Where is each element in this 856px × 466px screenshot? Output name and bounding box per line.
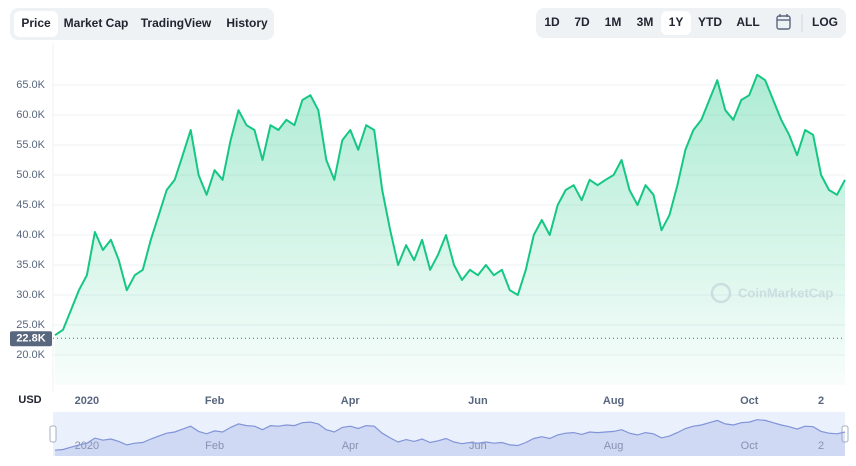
tab[interactable]: History: [226, 16, 268, 30]
range-button[interactable]: YTD: [698, 15, 722, 29]
y-tick-label: 50.0K: [16, 169, 45, 181]
y-tick-label: 45.0K: [16, 199, 45, 211]
watermark-text: CoinMarketCap: [738, 285, 833, 300]
tab[interactable]: Market Cap: [64, 16, 129, 30]
navigator[interactable]: [53, 412, 845, 456]
tab-group: [10, 8, 274, 40]
x-tick-label: Oct: [740, 395, 759, 407]
navigator-handle[interactable]: [49, 425, 57, 443]
range-button[interactable]: 3M: [637, 15, 654, 29]
navigator-tick-label: 2020: [75, 440, 99, 452]
x-tick-label: Apr: [341, 395, 361, 407]
x-tick-label: 2020: [75, 395, 99, 407]
area: [55, 74, 845, 386]
range-button[interactable]: 1M: [605, 15, 622, 29]
navigator-tick-label: Oct: [741, 440, 758, 452]
y-tick-label: 20.0K: [16, 349, 45, 361]
range-active-bg: [661, 11, 691, 35]
range-button[interactable]: 1Y: [669, 15, 684, 29]
x-tick-label: 2: [818, 395, 824, 407]
navigator-tick-label: Apr: [342, 440, 359, 452]
x-tick-label: Feb: [205, 395, 225, 407]
tab[interactable]: TradingView: [141, 16, 212, 30]
y-tick-label: 60.0K: [16, 109, 45, 121]
price-line: [54, 73, 846, 337]
y-tick-label: 35.0K: [16, 259, 45, 271]
range-button[interactable]: 1D: [544, 15, 560, 29]
current-price-label: 22.8K: [16, 333, 45, 345]
x-tick-label: Jun: [468, 395, 488, 407]
currency-label: USD: [18, 394, 41, 406]
y-tick-label: 40.0K: [16, 229, 45, 241]
navigator-tick-label: 2: [818, 440, 824, 452]
calendar-icon[interactable]: [776, 14, 791, 30]
tab[interactable]: Price: [21, 16, 51, 30]
y-tick-label: 25.0K: [16, 319, 45, 331]
navigator-area: [55, 419, 845, 456]
y-tick-label: 55.0K: [16, 139, 45, 151]
x-tick-label: Aug: [603, 395, 624, 407]
y-tick-label: 65.0K: [16, 79, 45, 91]
navigator-tick-label: Aug: [604, 440, 624, 452]
range-button[interactable]: 7D: [574, 15, 590, 29]
y-tick-label: 30.0K: [16, 289, 45, 301]
current-price-box: [10, 331, 52, 347]
plot: 20.0K 25.0K 30.0K 35.0K 40.0K 45.0K 50.0K 55.0K…: [16, 73, 846, 386]
log-toggle[interactable]: LOG: [812, 15, 838, 29]
navigator-handle[interactable]: [841, 425, 849, 443]
navigator-tick-label: Feb: [205, 440, 224, 452]
watermark: CoinMarketCap: [710, 282, 833, 304]
range-button[interactable]: ALL: [736, 15, 759, 29]
tab-active-bg: [14, 11, 58, 37]
navigator-line: [54, 419, 846, 451]
